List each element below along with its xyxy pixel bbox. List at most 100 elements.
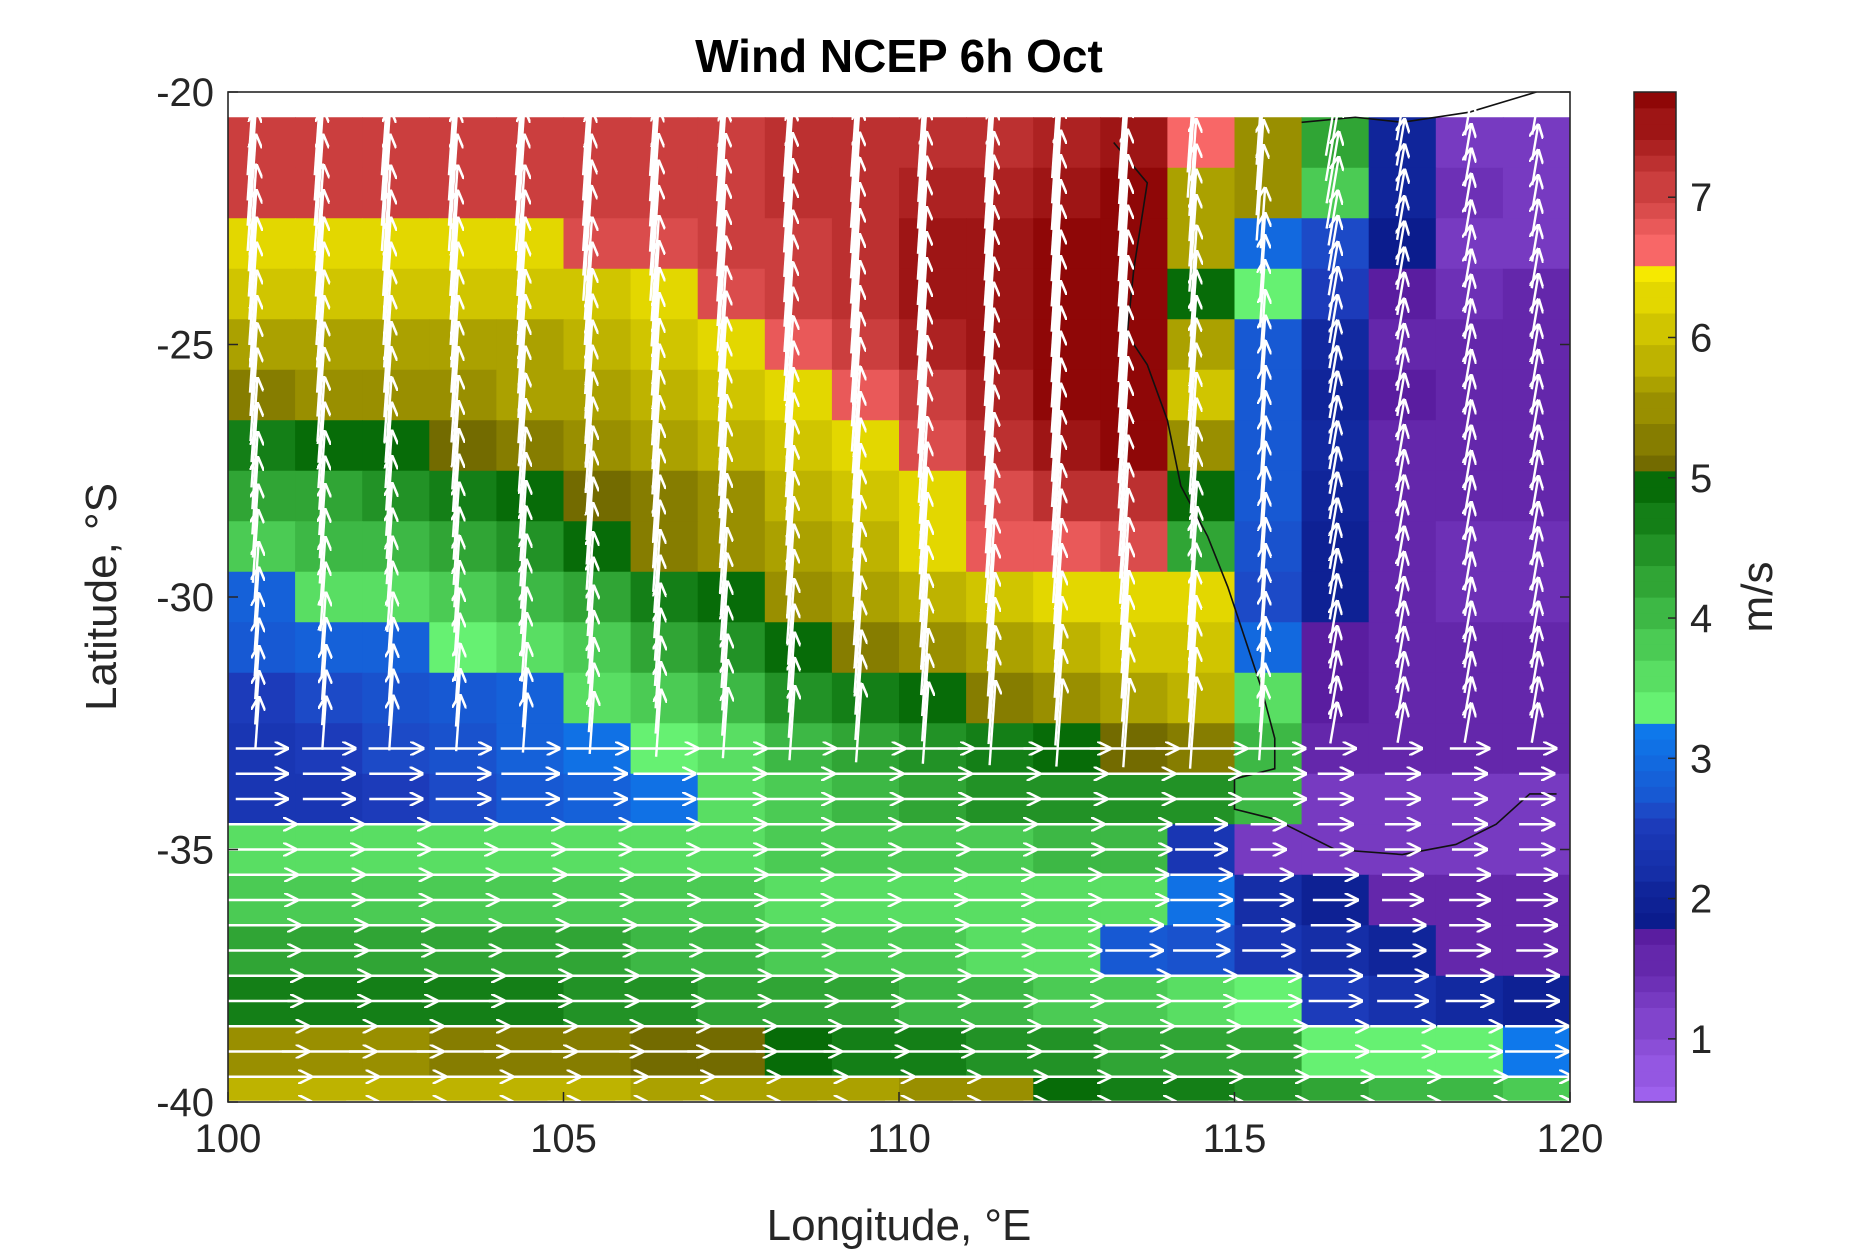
heatmap-cell (966, 370, 1034, 421)
heatmap-cell (429, 218, 497, 269)
colorbar-swatch (1634, 881, 1676, 897)
heatmap-cell (899, 572, 967, 623)
heatmap-cell (362, 370, 430, 421)
y-axis-label: Latitude, °S (77, 483, 126, 711)
heatmap-cell (1033, 572, 1101, 623)
colorbar-swatch (1634, 1070, 1676, 1086)
heatmap-cell (496, 471, 564, 522)
heatmap-cell (496, 572, 564, 623)
heatmap-cell (1167, 420, 1235, 471)
colorbar: 1234567 (1634, 92, 1712, 1103)
heatmap-cell (966, 521, 1034, 572)
heatmap-cell (966, 471, 1034, 522)
colorbar-tick-label: 2 (1690, 878, 1712, 922)
colorbar-swatch (1634, 376, 1676, 392)
heatmap-cell (228, 269, 296, 320)
heatmap-cell (1033, 319, 1101, 370)
heatmap-cell (564, 673, 632, 724)
heatmap-cell (899, 521, 967, 572)
heatmap-cell (295, 420, 363, 471)
heatmap-cell (496, 420, 564, 471)
heatmap-cell (631, 319, 699, 370)
heatmap-cell (1235, 622, 1303, 673)
heatmap-cell (496, 269, 564, 320)
heatmap-cell (295, 269, 363, 320)
heatmap-cell (564, 269, 632, 320)
heatmap-cell (899, 471, 967, 522)
heatmap-cell (429, 168, 497, 219)
heatmap-cell (362, 572, 430, 623)
colorbar-swatch (1634, 786, 1676, 802)
heatmap-cell (429, 673, 497, 724)
colorbar-swatch (1634, 455, 1676, 471)
heatmap-cell (765, 319, 833, 370)
heatmap-cell (966, 673, 1034, 724)
heatmap-cell (631, 471, 699, 522)
colorbar-swatch (1634, 202, 1676, 218)
colorbar-swatch (1634, 1086, 1676, 1102)
y-tick-label: -40 (156, 1081, 214, 1125)
heatmap-cell (1167, 269, 1235, 320)
heatmap-cell (765, 168, 833, 219)
y-tick-label: -20 (156, 71, 214, 115)
colorbar-tick-label: 7 (1690, 176, 1712, 220)
heatmap-cell (295, 319, 363, 370)
heatmap-cell (295, 521, 363, 572)
heatmap-cell (698, 420, 766, 471)
colorbar-swatch (1634, 928, 1676, 944)
heatmap-cell (1235, 117, 1303, 168)
heatmap-cell (228, 673, 296, 724)
heatmap-cell (564, 117, 632, 168)
colorbar-swatch (1634, 313, 1676, 329)
heatmap-cell (564, 471, 632, 522)
heatmap-cell (1100, 420, 1168, 471)
heatmap-cell (832, 420, 900, 471)
x-tick-label: 110 (867, 1117, 931, 1161)
colorbar-swatch (1634, 266, 1676, 282)
x-tick-label: 120 (1537, 1117, 1604, 1161)
heatmap-cell (429, 319, 497, 370)
heatmap-cell (564, 420, 632, 471)
heatmap-cell (832, 269, 900, 320)
colorbar-swatch (1634, 218, 1676, 234)
colorbar-tick-label: 5 (1690, 457, 1712, 501)
heatmap-cell (899, 218, 967, 269)
heatmap-cell (832, 572, 900, 623)
heatmap-cell (564, 622, 632, 673)
heatmap-cell (698, 471, 766, 522)
heatmap-cell (1235, 471, 1303, 522)
colorbar-swatch (1634, 139, 1676, 155)
colorbar-swatch (1634, 502, 1676, 518)
heatmap-cell (966, 420, 1034, 471)
heatmap-cell (966, 168, 1034, 219)
heatmap-cell (698, 218, 766, 269)
colorbar-swatch (1634, 1055, 1676, 1071)
colorbar-swatch (1634, 234, 1676, 250)
heatmap-cell (899, 319, 967, 370)
heatmap-cell (631, 218, 699, 269)
heatmap-cell (228, 117, 296, 168)
heatmap-cell (698, 622, 766, 673)
heatmap-cell (1167, 117, 1235, 168)
colorbar-swatch (1634, 692, 1676, 708)
heatmap-cell (1033, 420, 1101, 471)
heatmap-cell (429, 521, 497, 572)
heatmap-cell (631, 269, 699, 320)
colorbar-swatch (1634, 108, 1676, 124)
colorbar-swatch (1634, 423, 1676, 439)
heatmap-cell (362, 471, 430, 522)
heatmap-cell (765, 117, 833, 168)
heatmap-cell (966, 319, 1034, 370)
colorbar-swatch (1634, 723, 1676, 739)
heatmap-cell (295, 218, 363, 269)
heatmap-cell (1033, 117, 1101, 168)
heatmap-cell (362, 218, 430, 269)
heatmap-cell (698, 673, 766, 724)
heatmap-cell (1167, 168, 1235, 219)
heatmap-cell (966, 622, 1034, 673)
heatmap-cell (362, 168, 430, 219)
colorbar-swatch (1634, 865, 1676, 881)
colorbar-swatch (1634, 834, 1676, 850)
heatmap-cell (631, 521, 699, 572)
heatmap-cell (832, 370, 900, 421)
